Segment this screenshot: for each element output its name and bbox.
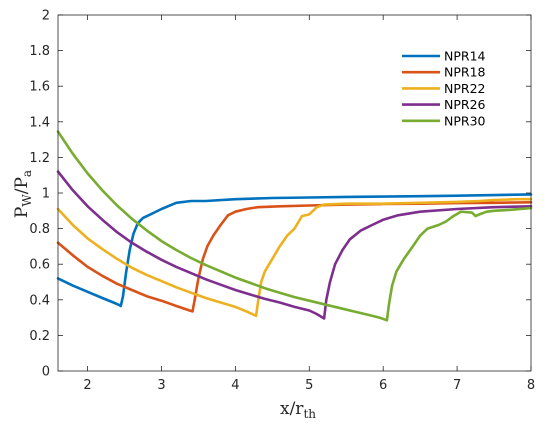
y-tick-label: 0 [42,365,50,380]
y-tick-label: 1.6 [29,80,50,95]
plot-background [58,15,531,371]
series-line-npr14 [56,193,533,308]
legend-label: NPR18 [444,65,486,80]
plot-area [58,15,531,371]
legend-label: NPR26 [444,97,486,112]
x-tick-label: 3 [157,378,165,393]
x-tick-label: 4 [231,378,239,393]
y-tick-label: 1.2 [29,151,50,166]
series-line-npr26 [56,170,533,320]
y-tick-label: 2 [42,9,50,24]
y-tick-label: 1.4 [29,115,50,130]
axes: 2 3 4 5 6 7 8 0 0.2 0.4 0.6 0.8 1 1.2 1.4 1.6 1.8 2 [29,9,535,394]
x-tick-label: 8 [527,378,535,393]
x-tick-label: 5 [305,378,313,393]
y-tick-label: 0.4 [29,293,50,308]
y-tick-label: 0.6 [29,258,50,273]
legend-label: NPR30 [444,113,486,128]
y-axis-label: PW/Pa [12,170,34,218]
y-tick-label: 1 [42,187,50,202]
legend-label: NPR14 [444,49,486,64]
series-lines [56,130,533,322]
series-line-npr30 [56,130,533,322]
x-tick-label: 7 [453,378,461,393]
y-tick-label: 0.2 [29,329,50,344]
x-tick-label: 6 [379,378,387,393]
y-tick-label: 1.8 [29,44,50,59]
x-axis-label: x/rth [280,399,316,421]
legend-label: NPR22 [444,81,485,96]
y-tick-label: 0.8 [29,222,50,237]
x-tick-label: 2 [83,378,91,393]
series-line-npr22 [56,197,533,318]
